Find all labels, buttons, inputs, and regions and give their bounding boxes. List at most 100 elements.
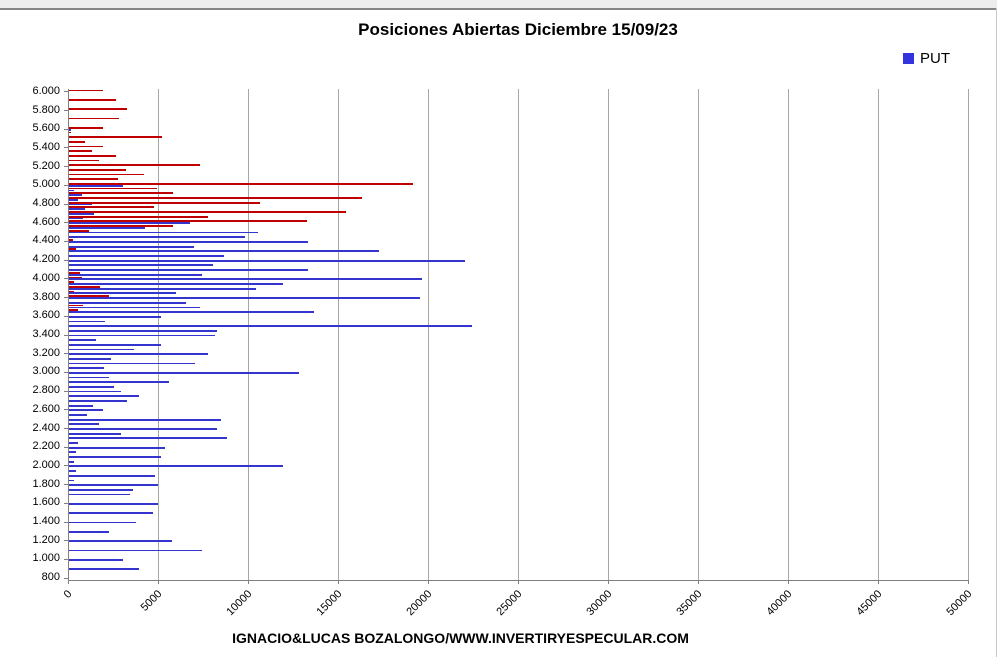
bar-put-1850 [69,479,75,482]
bar-call-3850 [69,290,75,293]
bar-call-4750 [69,206,154,209]
y-tick-3.600 [64,315,68,317]
y-tick-6.000 [64,91,68,93]
y-tick-4.200 [64,259,68,261]
bar-put-1600 [69,502,158,505]
y-axis-label-5.600: 5.600 [32,122,60,135]
bar-put-2150 [69,451,77,454]
bar-put-4200 [69,259,465,262]
y-tick-1.800 [64,484,68,486]
bar-put-3250 [69,348,134,351]
y-tick-5.800 [64,110,68,112]
bar-put-3550 [69,320,105,323]
bar-call-5700 [69,117,120,120]
bar-call-4300 [69,248,77,251]
bar-call-4000 [69,276,82,279]
y-tick-1.600 [64,502,68,504]
bar-call-4650 [69,215,208,218]
x-tick-0 [68,580,69,584]
bar-put-2300 [69,437,228,440]
y-axis-label-4.400: 4.400 [32,234,60,247]
x-tick-45000 [878,580,879,584]
bar-put-3800 [69,297,420,299]
bar-put-2250 [69,442,78,444]
y-axis-label-1.400: 1.400 [32,515,60,528]
y-tick-1.000 [64,558,68,560]
y-tick-2.400 [64,428,68,430]
bar-put-2650 [69,404,93,407]
gridline-x-35000 [698,89,699,580]
bar-put-3150 [69,357,112,360]
gridline-x-5000 [158,89,159,580]
y-axis-label-2.600: 2.600 [32,402,60,415]
bar-put-4900 [69,194,82,197]
bar-put-2500 [69,418,222,421]
bar-put-2400 [69,428,217,430]
gridline-x-15000 [338,89,339,580]
legend-put-swatch [903,53,914,64]
y-axis-line [68,89,69,580]
source-caption: IGNACIO&LUCAS BOZALONGO/WWW.INVERTIRYESP… [232,630,689,646]
bar-put-1950 [69,470,77,472]
bar-call-3650 [69,309,78,312]
bar-put-1000 [69,559,123,561]
y-axis-label-5.000: 5.000 [32,178,60,191]
x-tick-35000 [698,580,699,584]
y-tick-4.400 [64,240,68,242]
bar-call-3800 [69,295,109,298]
legend: PUT [903,50,950,67]
bar-put-4050 [69,273,203,276]
bar-put-1200 [69,540,172,543]
bar-call-3950 [69,281,75,284]
bar-call-5350 [69,150,92,153]
bar-put-2450 [69,423,100,426]
bar-call-5400 [69,145,104,148]
y-tick-5.000 [64,184,68,186]
y-axis-label-800: 800 [41,571,60,584]
bar-call-4050 [69,271,80,274]
bar-put-3650 [69,311,314,313]
gridline-x-40000 [788,89,789,580]
bar-put-1400 [69,521,136,524]
gridline-x-25000 [518,89,519,580]
bar-put-4250 [69,255,224,257]
y-axis-label-1.800: 1.800 [32,477,60,490]
bar-put-3000 [69,371,300,374]
y-axis-label-5.400: 5.400 [32,140,60,153]
y-tick-3.000 [64,371,68,373]
bar-put-3750 [69,301,186,304]
y-tick-800 [64,577,68,579]
bar-put-3500 [69,325,473,327]
x-tick-25000 [518,580,519,584]
y-tick-2.200 [64,446,68,448]
bar-call-5500 [69,136,162,139]
bar-call-3900 [69,285,100,288]
bar-call-5600 [69,126,104,129]
y-axis-label-4.800: 4.800 [32,197,60,210]
y-axis-label-5.200: 5.200 [32,159,60,172]
bar-put-4500 [69,231,258,234]
bar-put-4850 [69,198,78,201]
y-axis-label-1.000: 1.000 [32,552,60,565]
bar-call-5150 [69,168,126,171]
y-tick-2.600 [64,409,68,411]
x-tick-5000 [158,580,159,584]
bar-put-2900 [69,381,170,384]
bar-put-3200 [69,353,208,356]
y-tick-4.800 [64,203,68,205]
y-tick-4.000 [64,278,68,280]
bar-put-2950 [69,376,110,379]
bar-put-4650 [69,217,84,220]
bar-call-5550 [69,131,71,134]
plot-area: 0 5000 10000 15000 20000 25000 30000 35000 40000… [32,85,974,618]
bar-call-5800 [69,108,127,110]
y-tick-5.600 [64,128,68,130]
bar-call-5250 [69,159,99,162]
bar-put-2750 [69,395,140,398]
bar-put-3100 [69,362,195,365]
y-tick-4.600 [64,222,68,224]
bar-put-4300 [69,250,379,253]
bar-put-3600 [69,315,161,318]
gridline-x-30000 [608,89,609,580]
bar-put-4100 [69,269,309,271]
